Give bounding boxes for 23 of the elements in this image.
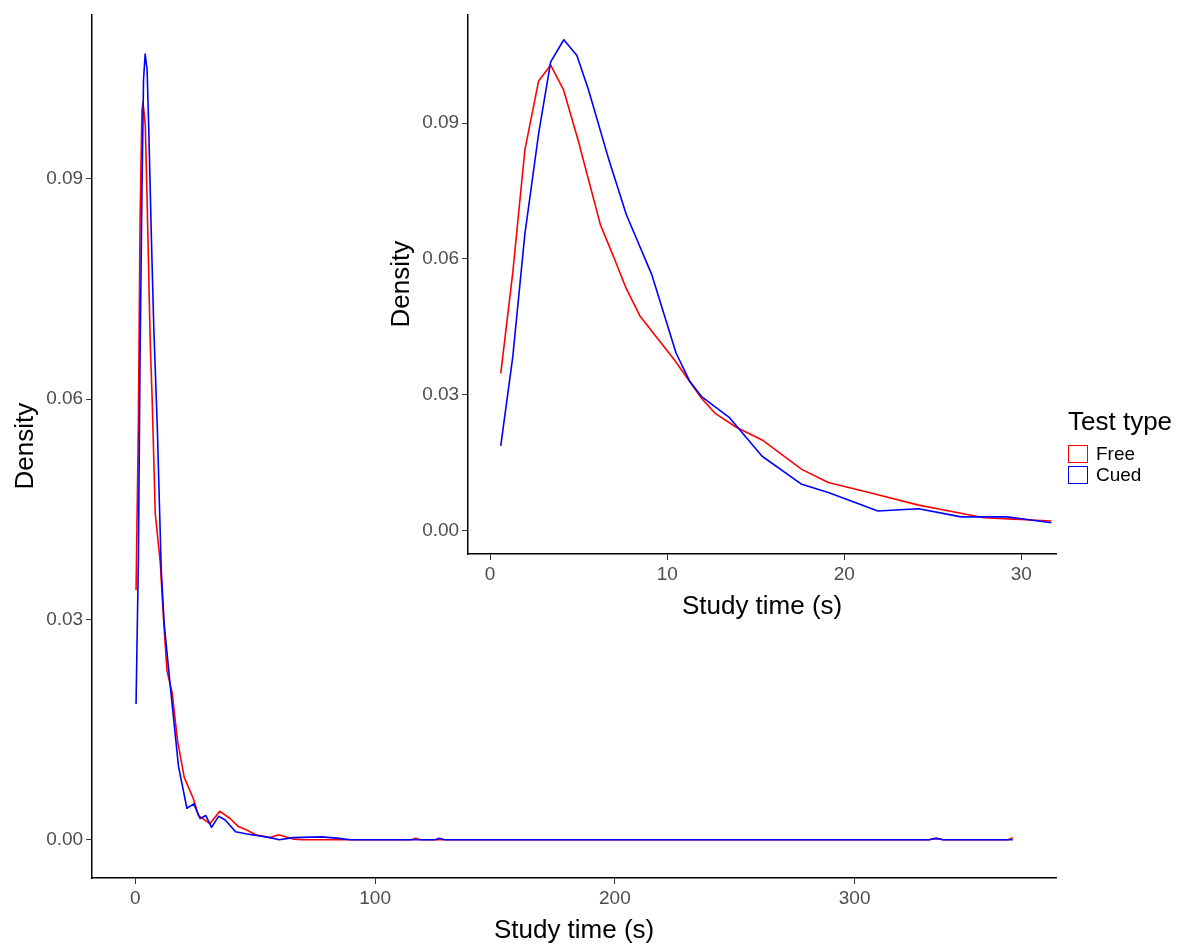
x-tick-label: 20: [833, 562, 855, 584]
x-tick-label: 30: [1010, 562, 1032, 584]
x-tick-label: 100: [359, 886, 391, 908]
y-tick-label: 0.03: [422, 382, 460, 404]
legend-label: Cued: [1095, 463, 1143, 485]
y-tick-label: 0.03: [46, 607, 84, 629]
y-tick-label: 0.09: [422, 111, 460, 133]
x-tick-label: 0: [484, 562, 496, 584]
y-tick-label: 0.06: [46, 387, 84, 409]
legend-title: Test type: [1068, 406, 1173, 437]
x-tick-label: 10: [656, 562, 678, 584]
y-tick-label: 0.00: [46, 828, 84, 850]
y-axis-title: Density: [8, 402, 39, 490]
y-tick-label: 0.06: [422, 247, 460, 269]
x-axis-title: Study time (s): [681, 589, 843, 620]
y-tick-label: 0.00: [422, 518, 460, 540]
x-tick-label: 200: [599, 886, 631, 908]
x-tick-label: 0: [130, 886, 141, 908]
y-tick-label: 0.09: [46, 167, 84, 189]
x-axis-title: Study time (s): [493, 913, 655, 944]
legend-label: Free: [1095, 442, 1137, 464]
x-tick-label: 300: [838, 886, 871, 908]
y-axis-title: Density: [384, 240, 415, 328]
